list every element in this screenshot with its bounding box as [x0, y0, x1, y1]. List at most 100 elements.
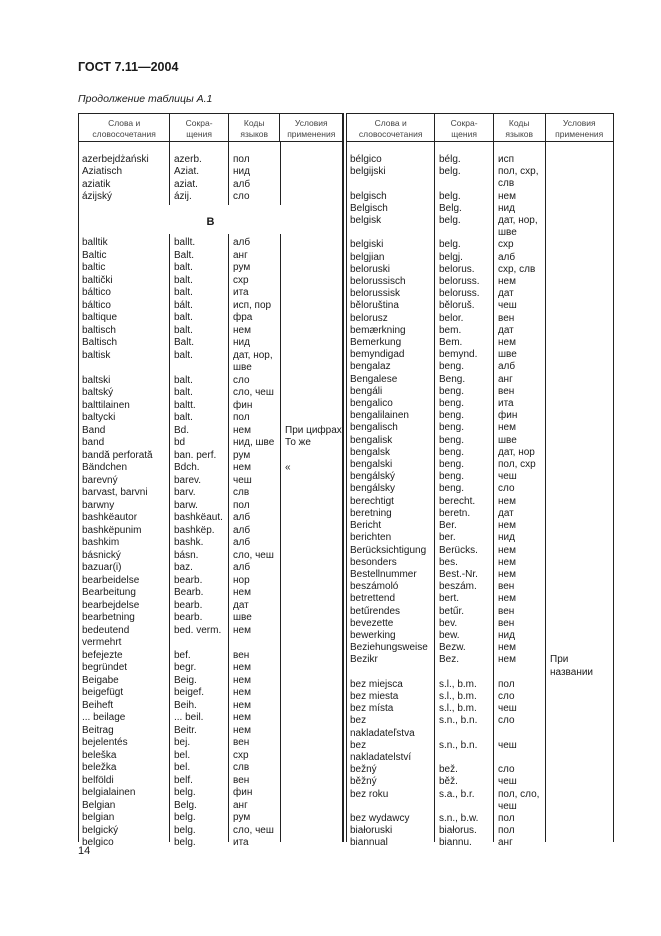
table-row: belgico belg. ита	[78, 837, 343, 850]
abbreviation-cell: Bd.	[174, 424, 190, 436]
abbreviation-cell: belor.	[439, 312, 464, 324]
abbreviation-cell: beng.	[439, 446, 465, 458]
abbreviation-cell: ber.	[439, 532, 456, 544]
condition-cell	[281, 562, 343, 575]
standard-number: ГОСТ 7.11—2004	[78, 60, 179, 74]
condition-cell	[546, 691, 614, 703]
table-row: Baltic Balt. анг	[78, 250, 343, 263]
word-cell: belgisk	[350, 215, 382, 227]
condition-cell	[281, 275, 343, 288]
language-code-cell: нем	[233, 424, 251, 436]
column-header: Условия применения	[287, 118, 336, 139]
abbreviation-cell: s.l., b.m.	[439, 703, 477, 715]
word-cell: bandă perforată	[82, 449, 153, 461]
table-row: bevezette bev. вен	[346, 618, 614, 630]
abbreviation-cell: bd	[174, 437, 186, 448]
condition-cell	[281, 237, 343, 250]
rows-section: bélgico bélg. исп belgijski belg. пол, схр, с…	[346, 154, 614, 850]
language-code-cell: пол	[498, 812, 515, 824]
word-cell: Bericht	[350, 520, 382, 532]
condition-cell	[281, 191, 343, 203]
word-cell: Beiheft	[82, 699, 114, 711]
condition-cell	[546, 606, 614, 618]
word-cell: baltique	[82, 312, 118, 323]
word-cell: bearbeidelse	[82, 574, 140, 586]
table-row: Baltisch Balt. нид	[78, 337, 343, 350]
word-cell: betrettend	[350, 593, 396, 605]
table-row: belgický belg. сло, чеш	[78, 825, 343, 838]
table-row: baltisch balt. нем	[78, 325, 343, 338]
condition-cell	[546, 569, 614, 581]
language-code-cell: схр	[233, 274, 249, 286]
word-cell: Bestellnummer	[350, 568, 417, 580]
word-cell: bengálsky	[350, 483, 396, 495]
condition-cell	[546, 288, 614, 300]
abbreviation-cell: Bez.	[439, 654, 460, 666]
rows-section: balltik ballt. алб Baltic Balt. анг baltic balt…	[78, 237, 343, 850]
language-code-cell: анг	[498, 373, 513, 385]
word-cell: bengalski	[350, 459, 393, 471]
table-row: Bemerkung Bem. нем	[346, 337, 614, 349]
condition-cell	[281, 450, 343, 463]
abbreviation-cell: bed. verm.	[174, 624, 222, 636]
condition-cell	[546, 630, 614, 642]
language-code-cell: сло	[498, 483, 515, 495]
word-cell: berichten	[350, 532, 392, 544]
word-cell: belgico	[82, 837, 114, 848]
language-code-cell: нем	[498, 495, 516, 507]
word-cell: belgjian	[350, 251, 385, 263]
language-code-cell: дат	[233, 599, 249, 611]
table-row: Berücksichtigung Berücks. нем	[346, 545, 614, 557]
word-cell: bemyndigad	[350, 349, 405, 361]
abbreviation-cell: barw.	[174, 499, 198, 511]
language-code-cell: пол, сло, чеш	[498, 788, 540, 812]
abbreviation-cell: belg.	[439, 190, 461, 202]
language-code-cell: сло, чеш	[233, 549, 274, 561]
table-row: bengalaz beng. алб	[346, 361, 614, 373]
word-cell: bashkëpunim	[82, 524, 142, 536]
condition-cell: При цифрах	[285, 424, 342, 436]
table-left: Слова и словосочетания Сокра- щения Коды я…	[78, 113, 343, 848]
condition-cell	[281, 179, 343, 191]
word-cell: bemærkning	[350, 324, 406, 336]
word-cell: Baltic	[82, 249, 107, 261]
language-code-cell: дат	[498, 324, 514, 336]
language-code-cell: фин	[498, 410, 518, 422]
condition-cell	[281, 712, 343, 725]
language-code-cell: сло, чеш	[233, 387, 274, 398]
condition-cell	[546, 166, 614, 190]
section-letter: B	[206, 216, 215, 228]
column-line	[228, 234, 229, 842]
table-row: bengalisch beng. нем	[346, 422, 614, 434]
table-row: ... beilage ... beil. нем	[78, 712, 343, 725]
word-cell: Aziatisch	[82, 166, 123, 178]
table-row: bengálský beng. чеш	[346, 471, 614, 483]
condition-cell	[546, 191, 614, 203]
table-row: baltique balt. фра	[78, 312, 343, 325]
table-row: aziatik aziat. алб	[78, 179, 343, 191]
abbreviation-cell: bel.	[174, 762, 191, 773]
word-cell: belgisch	[350, 190, 387, 202]
language-code-cell: исп, пор	[233, 299, 272, 311]
table-row: bearbejdelse bearb. дат	[78, 600, 343, 613]
word-cell: bez nakladatelství	[350, 739, 412, 763]
table-row: baltic balt. рум	[78, 262, 343, 275]
table-row: bélgico bélg. исп	[346, 154, 614, 166]
table-border	[346, 113, 347, 842]
word-cell: beretning	[350, 507, 392, 519]
condition-cell	[281, 525, 343, 538]
abbreviation-cell: bes.	[439, 556, 458, 568]
language-code-cell: чеш	[498, 776, 517, 788]
table-row: belorussisk beloruss. дат	[346, 288, 614, 300]
language-code-cell: нем	[498, 568, 516, 580]
condition-cell	[546, 447, 614, 459]
condition-cell	[281, 837, 343, 850]
condition-cell	[281, 825, 343, 838]
abbreviation-cell: balt.	[174, 312, 193, 323]
condition-cell: То же	[285, 437, 311, 448]
language-code-cell: пол, схр, слв	[498, 166, 539, 190]
language-code-cell: сло	[233, 374, 250, 386]
table-row: bengalsk beng. дат, нор	[346, 447, 614, 459]
word-cell: ázijský	[82, 191, 113, 203]
abbreviation-cell: beng.	[439, 398, 465, 410]
